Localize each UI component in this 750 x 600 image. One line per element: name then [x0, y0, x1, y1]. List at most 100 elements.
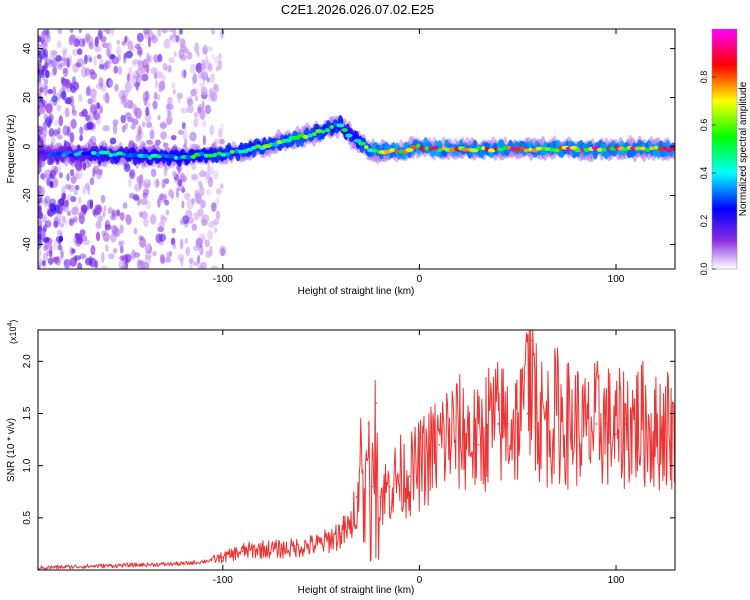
noise-speckle — [125, 50, 133, 59]
snr-data-point — [375, 402, 378, 404]
ridge-core — [206, 153, 215, 158]
noise-speckle — [108, 57, 113, 65]
noise-speckle — [71, 206, 79, 216]
noise-speckle — [66, 58, 71, 68]
noise-speckle — [96, 54, 102, 60]
noise-speckle — [108, 78, 114, 88]
y-tick-label: 1.0 — [22, 458, 33, 472]
noise-speckle — [220, 247, 225, 257]
noise-speckle — [202, 135, 206, 146]
ridge-core — [90, 151, 97, 155]
noise-speckle — [46, 219, 51, 228]
noise-speckle — [193, 212, 200, 221]
noise-speckle — [207, 93, 213, 102]
ridge-core — [315, 129, 323, 134]
noise-speckle — [102, 29, 107, 33]
noise-speckle — [136, 124, 142, 136]
noise-speckle — [144, 243, 153, 255]
noise-speckle — [44, 195, 51, 204]
snr-data-point — [399, 475, 401, 477]
noise-speckle — [101, 42, 109, 49]
snr-data-point — [261, 548, 263, 550]
noise-speckle — [164, 178, 170, 185]
noise-speckle — [177, 179, 183, 187]
noise-speckle — [75, 236, 83, 245]
noise-speckle — [69, 132, 75, 143]
noise-speckle — [168, 29, 174, 33]
noise-speckle — [97, 29, 103, 40]
noise-speckle — [201, 86, 208, 96]
noise-speckle — [104, 219, 111, 229]
noise-speckle — [176, 164, 183, 172]
noise-speckle — [40, 173, 48, 180]
noise-speckle — [140, 162, 146, 169]
noise-speckle — [68, 34, 76, 46]
noise-speckle — [168, 57, 175, 64]
noise-speckle — [39, 101, 43, 109]
noise-speckle — [121, 89, 129, 98]
noise-speckle — [179, 238, 184, 250]
noise-speckle — [157, 198, 161, 208]
noise-speckle — [209, 124, 215, 136]
noise-speckle — [202, 47, 208, 55]
noise-speckle — [56, 40, 62, 48]
noise-speckle — [82, 162, 87, 171]
noise-speckle — [38, 194, 43, 202]
noise-speckle — [191, 223, 197, 231]
snr-data-point — [497, 423, 499, 425]
noise-speckle — [157, 53, 163, 63]
noise-speckle — [56, 104, 62, 112]
noise-speckle — [81, 66, 88, 78]
ridge-core — [220, 152, 228, 157]
noise-speckle — [83, 239, 91, 246]
noise-speckle — [191, 160, 197, 171]
ridge-core — [364, 145, 369, 150]
noise-speckle — [77, 262, 83, 269]
noise-speckle — [77, 48, 83, 56]
ridge-core — [229, 149, 235, 154]
noise-speckle — [169, 250, 173, 258]
noise-speckle — [140, 235, 144, 241]
noise-speckle — [172, 89, 176, 95]
noise-speckle — [108, 50, 112, 58]
snr-data-point — [428, 454, 431, 457]
ridge-core — [553, 148, 560, 153]
noise-speckle — [45, 116, 52, 127]
ridge-core — [424, 146, 430, 151]
ridge-core — [653, 145, 659, 150]
noise-speckle — [90, 245, 96, 256]
ridge-core — [329, 125, 335, 129]
ridge-core — [358, 141, 366, 146]
noise-speckle — [69, 218, 75, 226]
ridge-core — [199, 151, 205, 156]
noise-speckle — [188, 257, 194, 264]
y-tick-label: 0.5 — [22, 510, 33, 524]
noise-speckle — [141, 73, 149, 82]
noise-speckle — [170, 237, 176, 246]
noise-speckle — [191, 197, 196, 205]
noise-speckle — [197, 106, 202, 114]
noise-speckle — [219, 245, 227, 257]
noise-speckle — [64, 107, 70, 118]
snr-data-point — [371, 485, 374, 488]
noise-speckle — [48, 60, 56, 68]
noise-speckle — [43, 85, 48, 96]
noise-speckle — [147, 55, 153, 63]
noise-speckle — [67, 193, 73, 201]
noise-speckle — [146, 139, 153, 145]
ridge-core — [353, 138, 362, 143]
ridge-core — [103, 150, 111, 155]
noise-speckle — [118, 260, 124, 269]
noise-speckle — [133, 252, 141, 258]
noise-speckle — [137, 60, 144, 71]
ridge-core — [324, 128, 331, 133]
noise-speckle — [51, 95, 58, 103]
page-title: C2E1.2026.026.07.02.E25 — [280, 2, 435, 17]
noise-speckle — [147, 36, 151, 48]
noise-speckle — [165, 103, 170, 113]
snr-data-point — [507, 423, 509, 425]
noise-speckle — [71, 104, 75, 114]
noise-speckle — [102, 125, 110, 132]
noise-speckle — [70, 85, 77, 93]
noise-speckle — [79, 229, 86, 237]
